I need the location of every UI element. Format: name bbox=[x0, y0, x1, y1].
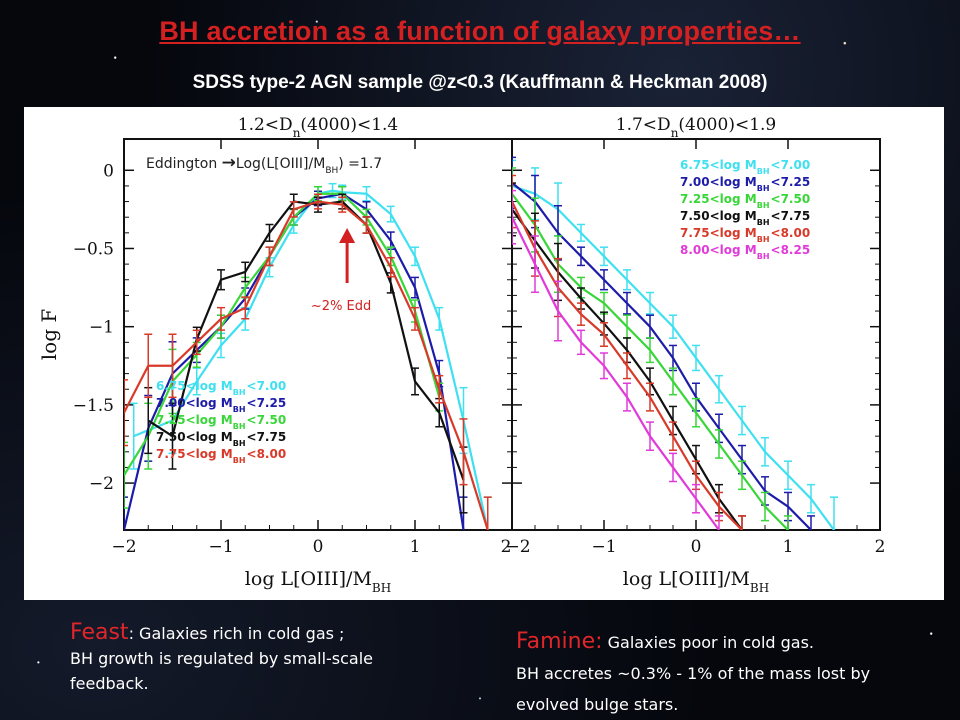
legend-entry-blue: 7.00<log MBH<7.25 bbox=[156, 396, 286, 414]
feast-keyword: Feast bbox=[70, 620, 129, 645]
series-line-red bbox=[124, 200, 489, 530]
y-tick-label: −0.5 bbox=[73, 239, 114, 259]
legend-entry-magenta: 8.00<log MBH<8.25 bbox=[680, 243, 810, 261]
legend-entry-blue: 7.00<log MBH<7.25 bbox=[680, 175, 810, 193]
legend-entry-black: 7.50<log MBH<7.75 bbox=[156, 430, 286, 448]
legend-entry-cyan: 6.75<log MBH<7.00 bbox=[680, 158, 810, 176]
chart-figure: 1.2<Dn(4000)<1.4 −2 −1 0 1 2 0 −0.5 −1 −1.5 −2 log … bbox=[37, 115, 885, 595]
legend-entry-red: 7.75<log MBH<8.00 bbox=[156, 447, 286, 465]
y-tick-label: −1.5 bbox=[73, 396, 114, 416]
panel-title: 1.7<Dn(4000)<1.9 bbox=[616, 115, 776, 140]
feast-caption: Feast: Galaxies rich in cold gas ; BH gr… bbox=[70, 620, 470, 696]
x-tick-label: 2 bbox=[875, 537, 886, 557]
famine-line-1: Galaxies poor in cold gas. bbox=[602, 633, 815, 652]
eddington-annotation: Eddington →Log(L[OIII]/MBH) =1.7 bbox=[146, 153, 382, 176]
arrow-label: ~2% Edd bbox=[311, 299, 371, 314]
series-line-blue bbox=[512, 181, 812, 530]
legend: 6.75<log MBH<7.007.00<log MBH<7.257.25<l… bbox=[156, 379, 286, 465]
x-tick-label: −1 bbox=[591, 537, 616, 557]
x-tick-label: 1 bbox=[783, 537, 794, 557]
y-tick-label: 0 bbox=[103, 161, 114, 181]
x-tick-label: 0 bbox=[691, 537, 702, 557]
x-tick-label: −2 bbox=[111, 537, 136, 557]
slide-subtitle: SDSS type-2 AGN sample @z<0.3 (Kauffmann… bbox=[192, 72, 768, 93]
feast-line-2: BH growth is regulated by small-scale bbox=[70, 649, 374, 668]
legend: 6.75<log MBH<7.007.00<log MBH<7.257.25<l… bbox=[680, 158, 810, 261]
series-group bbox=[124, 182, 492, 530]
legend-entry-black: 7.50<log MBH<7.75 bbox=[680, 209, 810, 227]
y-tick-label: −1 bbox=[89, 318, 114, 338]
legend-entry-green: 7.25<log MBH<7.50 bbox=[680, 192, 810, 210]
legend-entry-red: 7.75<log MBH<8.00 bbox=[680, 226, 810, 244]
legend-entry-green: 7.25<log MBH<7.50 bbox=[156, 413, 286, 431]
x-tick-label: 0 bbox=[313, 537, 324, 557]
y-axis-label: log F bbox=[37, 309, 61, 361]
feast-line-1: : Galaxies rich in cold gas ; bbox=[128, 624, 345, 643]
y-tick-label: −2 bbox=[89, 474, 114, 494]
famine-keyword: Famine: bbox=[516, 629, 603, 654]
series-line-cyan bbox=[133, 189, 489, 530]
x-tick-label: −2 bbox=[505, 537, 530, 557]
series-line-magenta bbox=[512, 216, 720, 530]
series-line-green bbox=[124, 192, 441, 476]
legend-entry-cyan: 6.75<log MBH<7.00 bbox=[156, 379, 286, 397]
famine-caption: Famine: Galaxies poor in cold gas. BH ac… bbox=[516, 626, 956, 720]
famine-line-2: BH accretes ~0.3% - 1% of the mass lost … bbox=[516, 664, 871, 683]
arrow-head-icon bbox=[339, 228, 356, 243]
figure-panel: 1.2<Dn(4000)<1.4 −2 −1 0 1 2 0 −0.5 −1 −1.5 −2 log … bbox=[24, 107, 944, 600]
series-group bbox=[512, 156, 838, 530]
slide-title: BH accretion as a function of galaxy pro… bbox=[159, 16, 801, 46]
famine-line-3: evolved bulge stars. bbox=[516, 695, 679, 714]
x-tick-label: 2 bbox=[501, 537, 512, 557]
x-axis-label: log L[OIII]/MBH bbox=[245, 568, 391, 595]
series-line-blue bbox=[124, 192, 465, 530]
x-tick-label: 1 bbox=[410, 537, 421, 557]
x-axis-label: log L[OIII]/MBH bbox=[623, 568, 769, 595]
series-line-black bbox=[147, 200, 465, 481]
feast-line-3: feedback. bbox=[70, 674, 149, 693]
plot-panel-2: 1.7<Dn(4000)<1.9 −2 −1 0 1 2 log L[OIII]/MBH 6.… bbox=[505, 115, 885, 595]
x-tick-label: −1 bbox=[208, 537, 233, 557]
panel-title: 1.2<Dn(4000)<1.4 bbox=[238, 115, 398, 140]
plot-panel-1: 1.2<Dn(4000)<1.4 −2 −1 0 1 2 0 −0.5 −1 −1.5 −2 log … bbox=[37, 115, 513, 595]
